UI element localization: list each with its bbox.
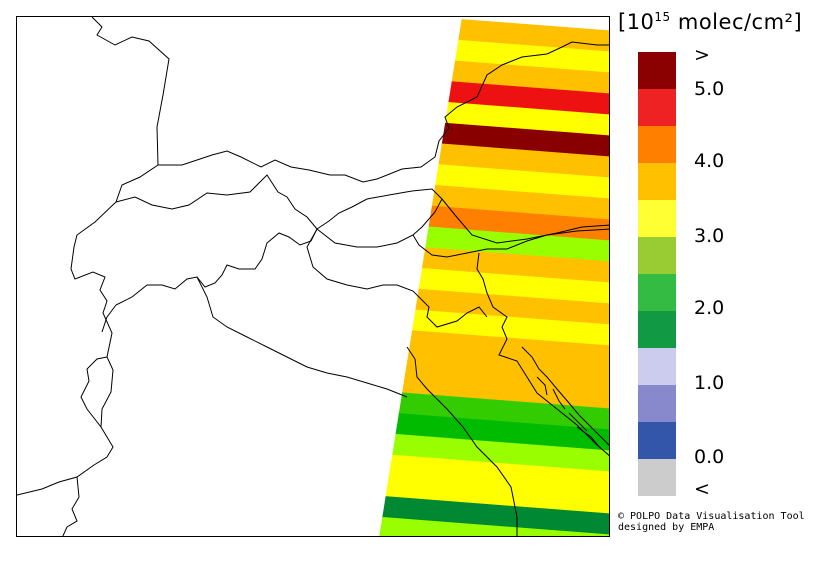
legend-label: < — [694, 478, 710, 500]
legend-label: 4.0 — [694, 150, 725, 172]
legend-swatch — [638, 459, 676, 496]
swath-band — [379, 326, 609, 368]
swath-band — [379, 473, 609, 515]
legend-swatch — [638, 89, 676, 126]
country-borders — [17, 17, 609, 536]
legend-label: 5.0 — [694, 78, 725, 100]
legend-swatch — [638, 311, 676, 348]
legend-swatch — [638, 274, 676, 311]
legend-swatch — [638, 237, 676, 274]
map-canvas — [17, 17, 609, 536]
swath-band — [379, 389, 609, 431]
legend-swatch — [638, 52, 676, 89]
satellite-swath — [379, 17, 609, 536]
swath-band — [379, 347, 609, 389]
swath-band — [379, 368, 609, 410]
swath-band — [379, 410, 609, 452]
swath-band — [379, 284, 609, 326]
legend-label: 0.0 — [694, 446, 725, 468]
legend-swatch — [638, 163, 676, 200]
swath-band — [379, 515, 609, 536]
legend-label: > — [694, 44, 710, 66]
legend-swatch — [638, 385, 676, 422]
swath-band — [379, 452, 609, 494]
map-panel — [16, 16, 610, 537]
legend-swatch — [638, 422, 676, 459]
legend-label: 2.0 — [694, 297, 725, 319]
credit-text: © POLPO Data Visualisation Tool designed… — [618, 511, 805, 533]
legend-label: 1.0 — [694, 372, 725, 394]
swath-band — [379, 494, 609, 536]
legend-label: 3.0 — [694, 225, 725, 247]
legend-swatch — [638, 200, 676, 237]
swath-band — [379, 263, 609, 305]
legend-swatch — [638, 348, 676, 385]
color-scale-bar — [638, 52, 676, 496]
swath-band — [379, 431, 609, 473]
swath-band — [379, 305, 609, 347]
legend-swatch — [638, 126, 676, 163]
legend-title: [1015 molec/cm²] — [618, 10, 803, 34]
